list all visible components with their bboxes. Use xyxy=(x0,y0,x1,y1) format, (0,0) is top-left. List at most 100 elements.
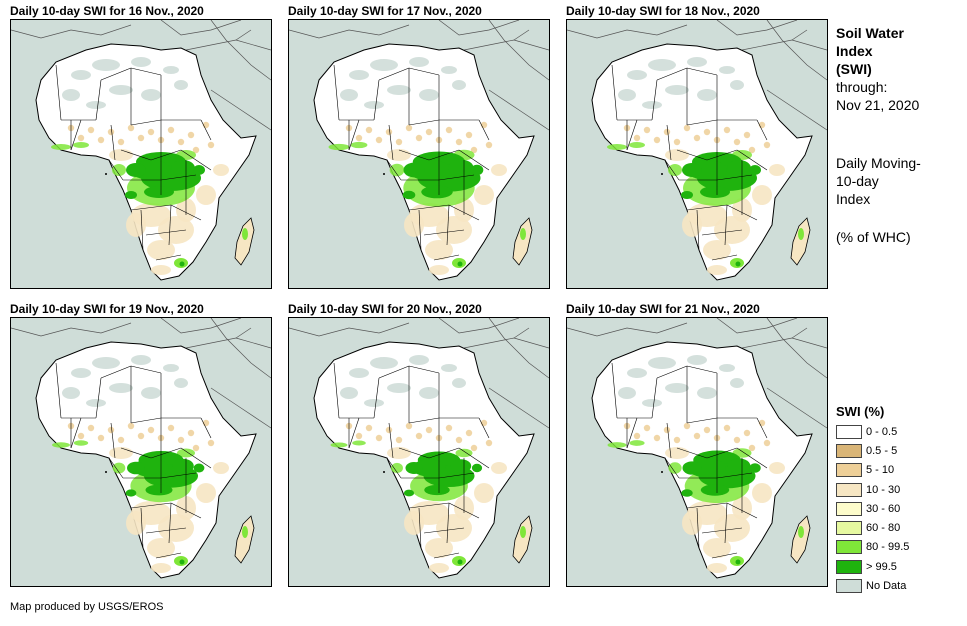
country-border-line xyxy=(130,417,162,424)
madagascar-landmass xyxy=(790,217,811,266)
dry-zone-patch xyxy=(107,128,115,136)
country-border-line xyxy=(696,507,700,549)
saturated-zone-patch xyxy=(193,463,205,473)
saturated-zone-patch xyxy=(682,461,702,475)
island-dot xyxy=(105,173,107,175)
country-border-line xyxy=(140,507,144,549)
country-border-line xyxy=(656,67,688,81)
no-data-patch xyxy=(86,399,106,407)
country-border-line xyxy=(386,457,402,479)
legend-item: 5 - 10 xyxy=(836,461,961,480)
no-data-patch xyxy=(697,387,717,399)
eurasia-border-line xyxy=(185,39,271,51)
country-border-line xyxy=(438,472,475,479)
no-data-patch xyxy=(665,383,689,393)
country-border-line xyxy=(408,119,440,126)
eurasia-border-line xyxy=(463,337,549,349)
country-border-line xyxy=(70,417,82,449)
dry-zone-patch xyxy=(395,436,403,444)
africa-map-frame xyxy=(10,19,272,289)
island-dot xyxy=(383,173,385,175)
eurasia-border-line xyxy=(160,318,242,334)
moist-zone-patch xyxy=(607,144,627,150)
country-border-line xyxy=(686,502,728,509)
eurasia-border-line xyxy=(766,318,827,379)
eurasia-border-line xyxy=(210,387,271,429)
country-border-line xyxy=(736,447,768,469)
dry-zone-patch xyxy=(733,138,741,146)
country-border-line xyxy=(100,365,132,379)
light-moisture-patch xyxy=(714,514,750,542)
island-dot xyxy=(661,173,663,175)
light-moisture-patch xyxy=(109,149,133,161)
eurasia-border-line xyxy=(488,89,549,131)
country-border-line xyxy=(200,119,212,141)
saturated-zone-patch xyxy=(681,191,693,199)
eurasia-border-line xyxy=(289,24,410,39)
country-border-line xyxy=(333,362,340,419)
country-border-line xyxy=(333,64,340,121)
madagascar-landmass xyxy=(790,515,811,564)
light-moisture-patch xyxy=(436,216,472,244)
light-moisture-patch xyxy=(196,185,216,205)
dry-zone-patch xyxy=(643,126,651,134)
saturated-zone-patch xyxy=(421,185,453,199)
legend-item: 0 - 0.5 xyxy=(836,422,961,441)
africa-swi-map xyxy=(567,318,827,586)
legend-item: > 99.5 xyxy=(836,557,961,576)
light-moisture-patch xyxy=(404,213,424,237)
map-panel-20-nov: Daily 10-day SWI for 20 Nov., 2020 xyxy=(288,302,550,587)
dry-zone-patch xyxy=(748,444,756,452)
dry-zone-patch xyxy=(107,426,115,434)
dry-zone-patch xyxy=(663,128,671,136)
legend-swatch xyxy=(836,559,862,574)
no-data-patch xyxy=(441,364,457,372)
light-moisture-patch xyxy=(147,240,175,260)
dry-zone-patch xyxy=(127,124,135,132)
country-border-line xyxy=(676,149,708,161)
light-moisture-patch xyxy=(429,265,449,275)
light-moisture-patch xyxy=(213,462,229,474)
light-moisture-patch xyxy=(147,538,175,558)
no-data-patch xyxy=(370,357,398,369)
legend-label: No Data xyxy=(866,580,907,593)
country-border-line xyxy=(696,209,700,251)
country-border-line xyxy=(398,149,430,161)
saturated-zone-patch xyxy=(727,458,751,474)
no-data-patch xyxy=(163,66,179,74)
country-border-line xyxy=(408,67,440,76)
madagascar-moist-zone xyxy=(798,228,804,240)
country-border-line xyxy=(408,502,450,509)
dry-zone-patch xyxy=(693,134,701,142)
saturated-zone-patch xyxy=(412,459,446,477)
light-moisture-patch xyxy=(752,185,772,205)
dry-zone-patch xyxy=(187,429,195,437)
country-border-line xyxy=(418,507,422,549)
country-border-line xyxy=(348,417,360,449)
south-east-wet-zone xyxy=(735,261,741,267)
saturated-zone-patch xyxy=(749,463,761,473)
eurasia-border-line xyxy=(567,24,688,39)
no-data-patch xyxy=(364,101,384,109)
no-data-patch xyxy=(419,89,439,101)
description-line: 10-day xyxy=(836,173,879,189)
eurasia-border-line xyxy=(488,20,549,81)
madagascar-moist-zone xyxy=(520,228,526,240)
country-border-line xyxy=(130,204,172,211)
legend-item: 0.5 - 5 xyxy=(836,441,961,460)
madagascar-moist-zone xyxy=(520,526,526,538)
legend-label: 10 - 30 xyxy=(866,483,901,496)
country-border-line xyxy=(160,174,197,181)
no-data-patch xyxy=(642,399,662,407)
saturated-zone-patch xyxy=(403,489,415,497)
no-data-patch xyxy=(665,85,689,95)
eurasia-border-line xyxy=(716,318,798,334)
light-moisture-patch xyxy=(682,213,702,237)
no-data-patch xyxy=(618,89,636,101)
index-title-line: Index xyxy=(836,43,873,59)
panel-title: Daily 10-day SWI for 21 Nov., 2020 xyxy=(566,302,760,316)
saturated-zone-patch xyxy=(125,191,137,199)
light-moisture-patch xyxy=(196,483,216,503)
map-info-text: Soil Water Index (SWI) through: Nov 21, … xyxy=(836,24,961,246)
dry-zone-patch xyxy=(77,134,85,142)
